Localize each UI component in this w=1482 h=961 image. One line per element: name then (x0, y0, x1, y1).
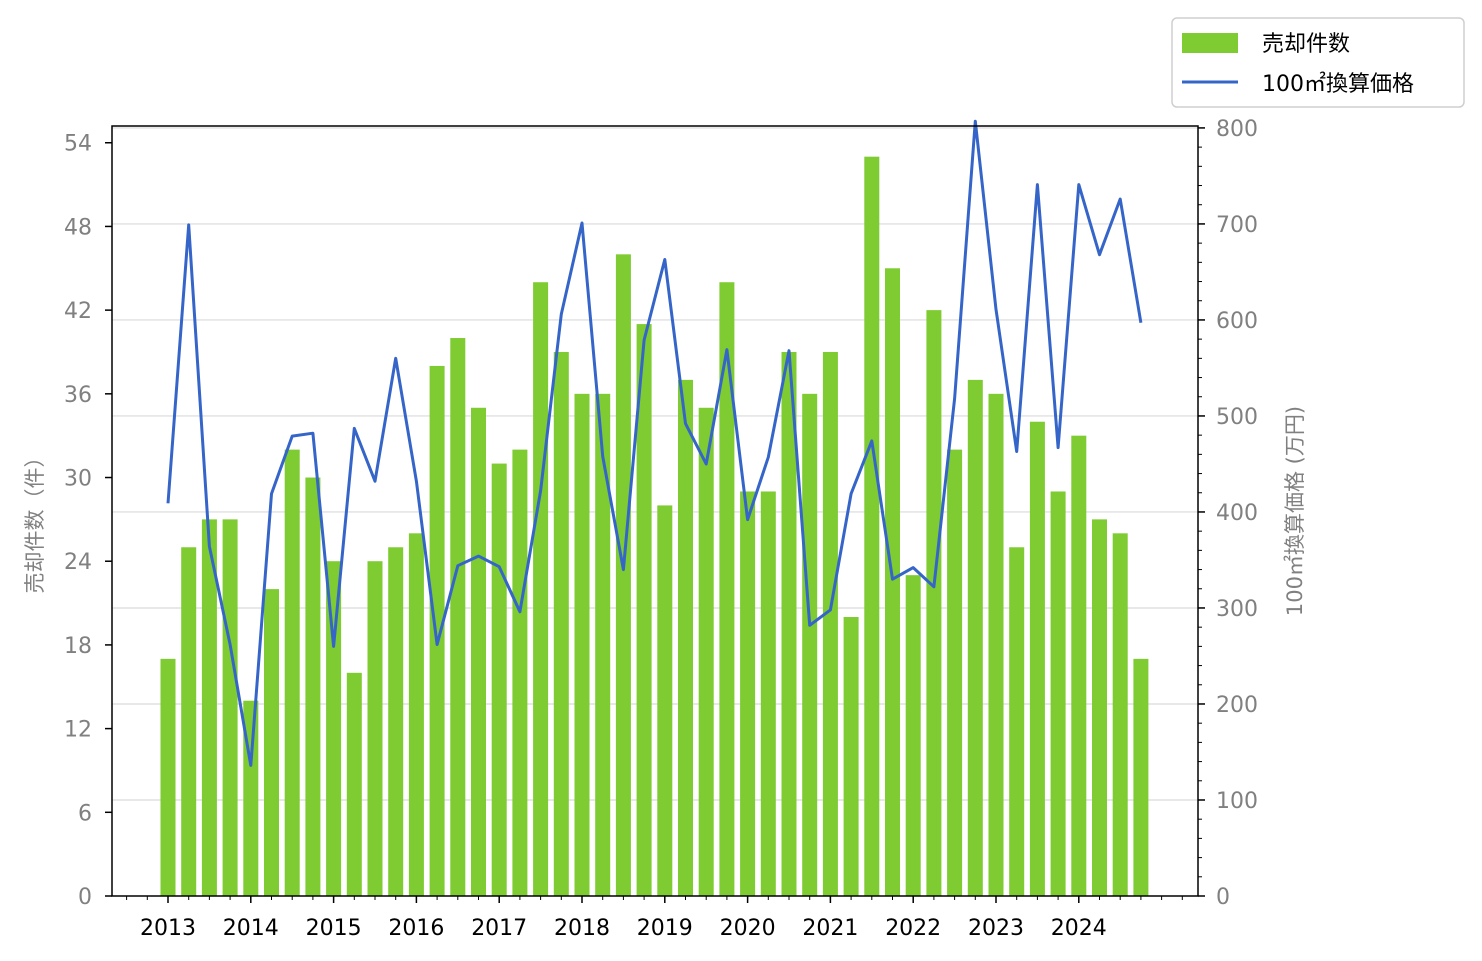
left-tick-label: 48 (64, 215, 92, 240)
price-line (166, 119, 1143, 767)
x-tick-label: 2014 (223, 916, 279, 941)
bar (284, 449, 300, 896)
line-series (166, 119, 1143, 767)
bar (346, 672, 362, 896)
bar (905, 575, 921, 896)
right-tick-label: 200 (1216, 693, 1258, 718)
x-tick-label: 2021 (802, 916, 858, 941)
bar (740, 491, 756, 896)
bar (305, 477, 321, 896)
left-tick-label: 0 (78, 885, 92, 910)
bar (388, 547, 404, 896)
bar (1029, 421, 1045, 896)
bar (1009, 547, 1025, 896)
bar (1133, 658, 1149, 896)
bar (615, 254, 631, 897)
x-tick-label: 2022 (885, 916, 941, 941)
x-tick-label: 2016 (388, 916, 444, 941)
left-tick-label: 18 (64, 634, 92, 659)
bar (719, 282, 735, 896)
bar (1112, 533, 1128, 896)
axes: 0 6 12 18 24 30 36 42 48 54 0 100 200 300 400 500 600 700… (64, 117, 1258, 941)
x-tick-label: 2023 (968, 916, 1024, 941)
bar (802, 393, 818, 896)
bar (553, 351, 569, 896)
bar (429, 365, 445, 896)
right-tick-label: 0 (1216, 885, 1230, 910)
right-tick-label: 400 (1216, 501, 1258, 526)
legend-bar-label: 売却件数 (1262, 32, 1350, 57)
right-tick-label: 100 (1216, 789, 1258, 814)
bar (471, 407, 486, 896)
left-tick-label: 42 (64, 299, 92, 324)
bar (160, 658, 176, 896)
bar (408, 533, 424, 896)
bar (181, 547, 197, 896)
x-tick-label: 2024 (1051, 916, 1107, 941)
bar (201, 519, 217, 896)
bar (1071, 435, 1087, 896)
left-axis-title: 売却件数（件） (23, 447, 47, 594)
legend-line-label: 100㎡換算価格 (1262, 71, 1414, 97)
x-tick-label: 2020 (720, 916, 776, 941)
left-tick-label: 54 (64, 132, 92, 157)
left-tick-label: 36 (64, 383, 92, 408)
bar-series (160, 156, 1149, 897)
legend-box (1171, 17, 1465, 108)
bar (595, 393, 611, 896)
bar (574, 393, 590, 896)
bar (678, 379, 693, 896)
bar (781, 351, 797, 896)
left-tick-label: 24 (64, 550, 92, 575)
bar (885, 268, 900, 897)
x-tick-label: 2015 (306, 916, 362, 941)
plot-frame (111, 125, 1199, 897)
bar (450, 338, 466, 896)
x-tick-label: 2018 (554, 916, 610, 941)
right-axis-title: 100㎡換算価格 (万円) (1283, 406, 1307, 616)
bar (698, 407, 714, 896)
right-tick-label: 700 (1216, 213, 1258, 238)
bar (326, 561, 342, 896)
bar (491, 463, 507, 896)
bar (533, 282, 549, 896)
legend: 売却件数 100㎡換算価格 (1171, 17, 1465, 108)
bar (264, 589, 279, 896)
bar (1092, 519, 1107, 896)
bar (988, 393, 1004, 896)
bar (760, 491, 776, 896)
legend-bar-swatch (1182, 33, 1238, 53)
x-tick-label: 2017 (471, 916, 527, 941)
right-tick-label: 800 (1216, 117, 1258, 142)
bar (864, 156, 880, 896)
x-tick-label: 2019 (637, 916, 693, 941)
bar (822, 351, 838, 896)
left-tick-label: 12 (64, 718, 92, 743)
bar (967, 379, 983, 896)
bar (1050, 491, 1066, 896)
x-tick-label: 2013 (140, 916, 196, 941)
bar (636, 324, 652, 896)
right-tick-label: 300 (1216, 597, 1258, 622)
bar (926, 310, 942, 896)
bar (843, 617, 859, 896)
bar (947, 449, 963, 896)
right-tick-label: 600 (1216, 309, 1258, 334)
bar (657, 505, 673, 896)
left-tick-label: 30 (64, 467, 92, 492)
right-tick-label: 500 (1216, 405, 1258, 430)
left-tick-label: 6 (78, 801, 92, 826)
bar (222, 519, 238, 896)
bar (512, 449, 528, 896)
bar (367, 561, 383, 896)
